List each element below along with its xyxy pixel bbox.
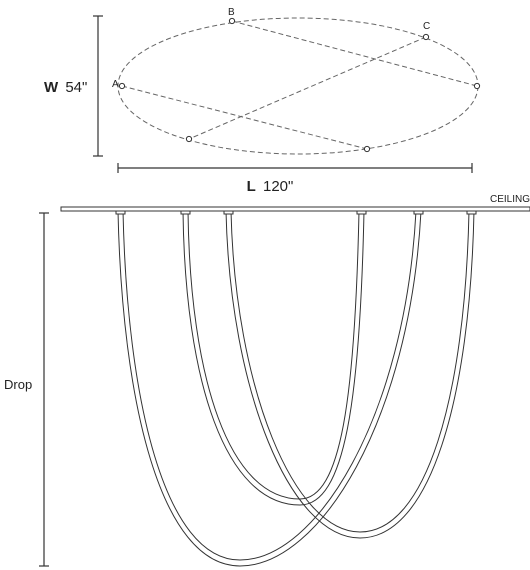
loop-mount-caps (115, 210, 477, 215)
mount-point-c (422, 33, 430, 41)
point-label-c: C (423, 21, 430, 32)
connector-b-right (231, 20, 478, 87)
width-dimension-label: W 54" (44, 79, 87, 96)
hanging-loop-left (182, 210, 365, 506)
mount-point-b (228, 17, 236, 25)
width-value: 54" (65, 79, 87, 96)
connector-a-bottom (121, 85, 368, 150)
hanging-loops (117, 210, 475, 567)
ceiling-label: CEILING (490, 194, 530, 205)
mount-connector-lines (121, 20, 478, 150)
mount-point-a (118, 82, 126, 90)
width-dimension-bar (93, 15, 103, 157)
drop-dimension-bar (39, 212, 49, 567)
point-label-a: A (112, 79, 119, 90)
mount-points (118, 17, 481, 153)
connector-c-bottomleft (188, 36, 427, 140)
hanging-loop-outer (117, 210, 422, 567)
mount-point-right (473, 82, 481, 90)
width-letter: W (44, 79, 59, 96)
ceiling-plate (60, 206, 530, 212)
drop-label: Drop (4, 377, 32, 392)
point-label-b: B (228, 7, 235, 18)
length-dimension-bar (117, 163, 473, 173)
hanging-loop-right (225, 210, 475, 539)
length-dimension-label: L 120" (247, 178, 294, 195)
mount-point-bottom (363, 145, 371, 153)
length-value: 120" (263, 178, 293, 195)
length-letter: L (247, 178, 256, 195)
mount-point-bottomleft (185, 135, 193, 143)
